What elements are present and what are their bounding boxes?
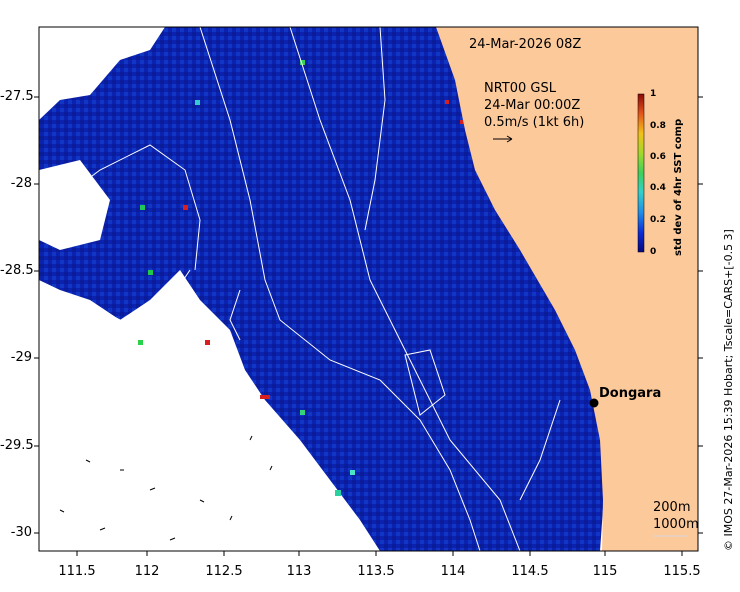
colorbar-label: std dev of 4hr SST comp <box>673 118 684 256</box>
x-tick-label: 115 <box>592 564 618 579</box>
current-scale-label: 0.5m/s (1kt 6h) <box>484 115 585 130</box>
sst-coverage <box>39 27 605 551</box>
y-tick-label: -28.5 <box>0 263 34 278</box>
contour-1000-label: 1000m <box>653 517 699 532</box>
x-tick-label: 114 <box>440 564 466 579</box>
x-tick-label: 112 <box>134 564 160 579</box>
y-tick-label: -28 <box>10 176 32 191</box>
timestamp-label: 24-Mar-2026 08Z <box>469 37 582 52</box>
colorbar-tick: 0.6 <box>650 152 666 162</box>
colorbar-tick: 0 <box>650 247 657 257</box>
y-tick-label: -29.5 <box>0 438 34 453</box>
x-tick-label: 114.5 <box>511 564 549 579</box>
x-tick-label: 113.5 <box>357 564 395 579</box>
x-ticks <box>76 551 683 556</box>
plot-frame <box>38 26 699 552</box>
y-ticks <box>34 96 703 534</box>
current-time-label: 24-Mar 00:00Z <box>484 98 581 113</box>
contour-200-label: 200m <box>653 500 691 515</box>
y-tick-label: -30 <box>10 525 32 540</box>
x-tick-label: 113 <box>286 564 312 579</box>
colorbar <box>637 93 645 253</box>
sst-speckles <box>138 60 464 496</box>
land <box>436 27 698 551</box>
colorbar-tick: 1 <box>650 89 657 99</box>
current-vectors <box>59 435 273 541</box>
y-tick-label: -29 <box>10 350 32 365</box>
y-tick-label: -27.5 <box>0 89 34 104</box>
x-tick-label: 111.5 <box>58 564 96 579</box>
colorbar-tick: 0.4 <box>650 183 666 193</box>
scale-arrow-icon <box>493 135 513 143</box>
place-label-dongara: Dongara <box>599 386 662 401</box>
depth-contours <box>39 27 561 551</box>
colorbar-tick: 0.8 <box>650 121 666 131</box>
x-tick-label: 115.5 <box>663 564 701 579</box>
x-tick-label: 112.5 <box>205 564 243 579</box>
dongara-marker <box>589 398 599 408</box>
current-source-label: NRT00 GSL <box>484 81 556 96</box>
colorbar-tick: 0.2 <box>650 215 666 225</box>
cloud-gap <box>39 160 110 250</box>
credit-text: © IMOS 27-Mar-2026 15:39 Hobart; Tscale=… <box>722 229 735 551</box>
